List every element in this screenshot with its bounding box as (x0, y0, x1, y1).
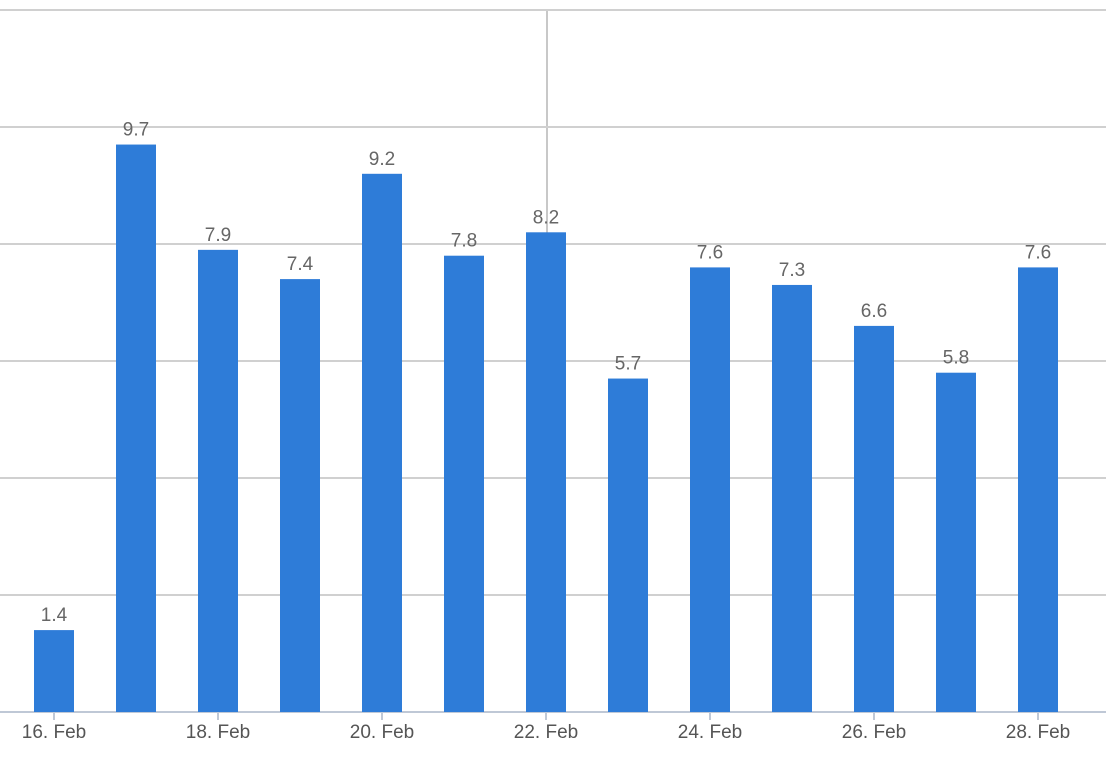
x-tick-label: 28. Feb (1006, 722, 1070, 743)
data-label: 5.7 (615, 354, 641, 375)
bar (362, 173, 402, 713)
data-label: 8.2 (533, 207, 559, 228)
bar (34, 630, 74, 712)
bar (936, 372, 976, 712)
bar (444, 255, 484, 712)
bar (608, 378, 648, 712)
x-tick-label: 16. Feb (22, 722, 86, 743)
data-label: 9.7 (123, 120, 149, 141)
bar (772, 284, 812, 712)
x-tick-label: 24. Feb (678, 722, 742, 743)
data-label: 9.2 (369, 149, 395, 170)
x-tick-label: 20. Feb (350, 722, 414, 743)
bar (854, 325, 894, 712)
bar (1018, 267, 1058, 712)
data-label: 7.9 (205, 225, 231, 246)
x-tick-label: 26. Feb (842, 722, 906, 743)
data-label: 6.6 (861, 301, 887, 322)
bar (116, 144, 156, 713)
data-label: 7.6 (1025, 242, 1051, 263)
data-label: 5.8 (943, 348, 969, 369)
bar (198, 249, 238, 712)
data-label: 7.6 (697, 242, 723, 263)
bar (280, 279, 320, 712)
data-label: 7.3 (779, 260, 805, 281)
data-label: 7.4 (287, 254, 314, 275)
x-tick-label: 22. Feb (514, 722, 578, 743)
bar (526, 232, 566, 713)
data-label: 7.8 (451, 231, 477, 252)
data-label: 1.4 (41, 605, 68, 626)
x-tick-label: 18. Feb (186, 722, 250, 743)
bar (690, 267, 730, 712)
